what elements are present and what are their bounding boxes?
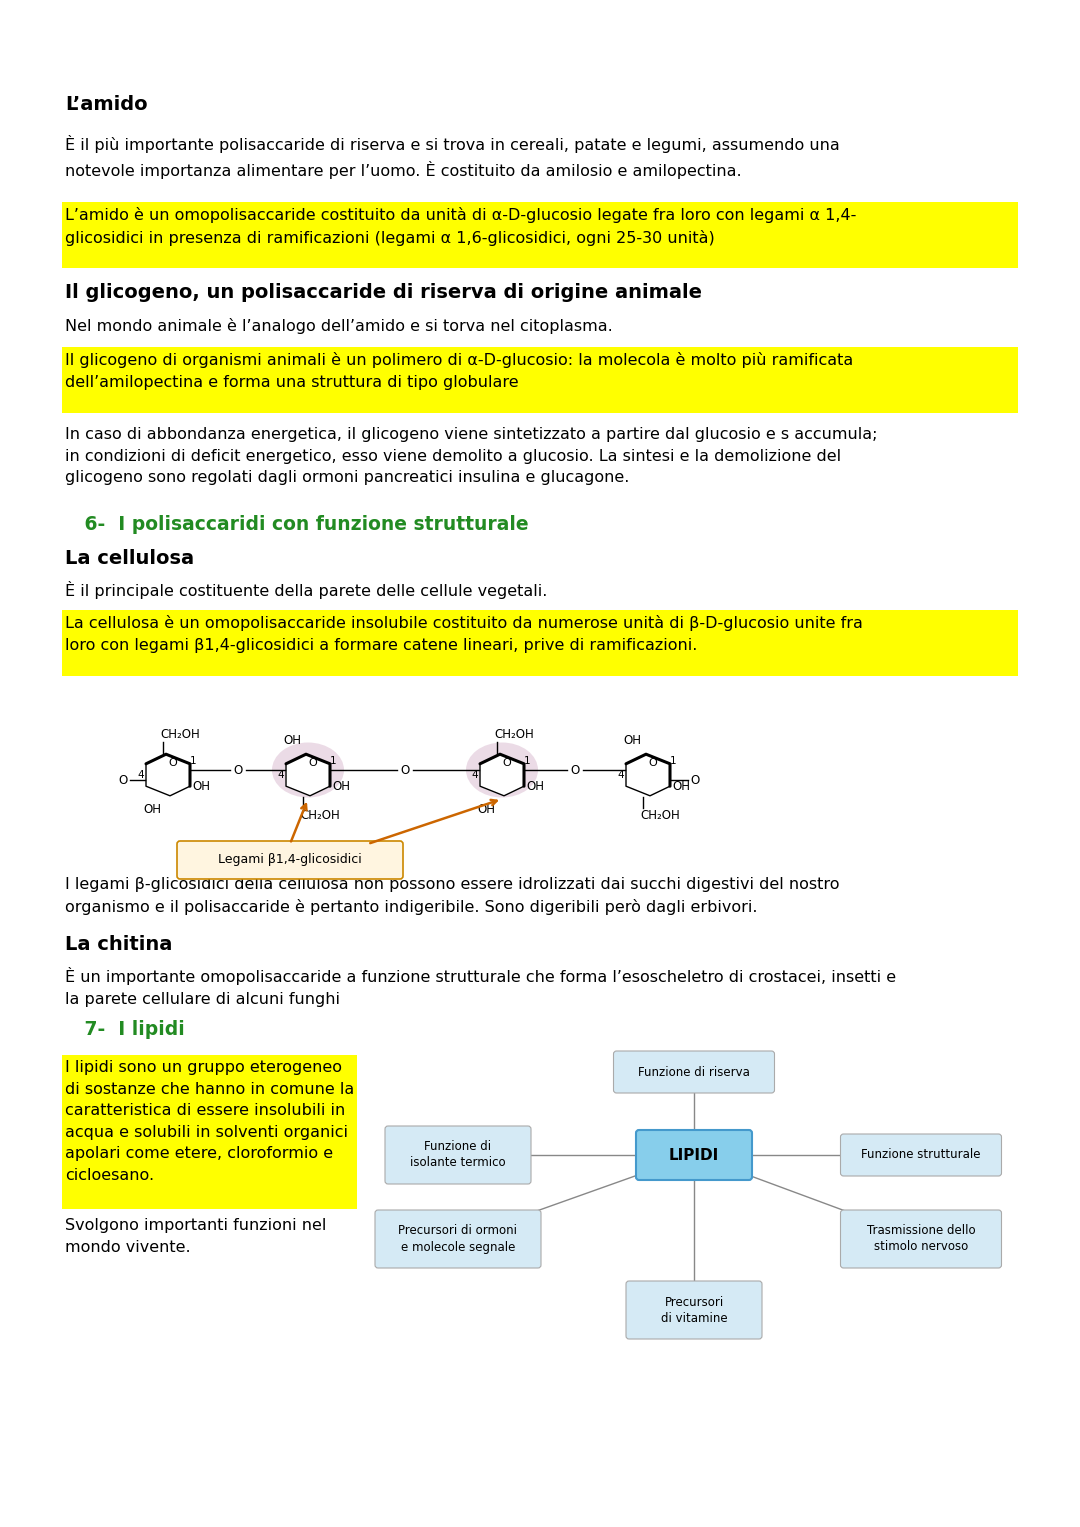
Text: Trasmissione dello
stimolo nervoso: Trasmissione dello stimolo nervoso [866, 1225, 975, 1254]
Text: O: O [309, 757, 318, 768]
Text: Funzione strutturale: Funzione strutturale [861, 1148, 981, 1162]
Text: CH₂OH: CH₂OH [160, 728, 200, 741]
Text: OH: OH [283, 734, 301, 747]
Text: 7-  I lipidi: 7- I lipidi [65, 1020, 185, 1038]
Polygon shape [626, 754, 670, 796]
FancyBboxPatch shape [636, 1130, 752, 1180]
Text: Legami β1,4-glicosidici: Legami β1,4-glicosidici [218, 854, 362, 866]
Text: Il glicogeno, un polisaccaride di riserva di origine animale: Il glicogeno, un polisaccaride di riserv… [65, 282, 702, 302]
Text: La cellulosa è un omopolisaccaride insolubile costituito da numerose unità di β-: La cellulosa è un omopolisaccaride insol… [65, 615, 863, 652]
Polygon shape [286, 754, 330, 796]
Text: OH: OH [672, 780, 690, 793]
Text: Precursori
di vitamine: Precursori di vitamine [661, 1295, 727, 1324]
Text: OH: OH [143, 803, 161, 815]
FancyBboxPatch shape [177, 841, 403, 880]
Text: CH₂OH: CH₂OH [300, 809, 340, 822]
Text: Funzione di riserva: Funzione di riserva [638, 1066, 750, 1078]
FancyBboxPatch shape [840, 1135, 1001, 1176]
Text: 1: 1 [670, 756, 677, 767]
Text: È un importante omopolisaccaride a funzione strutturale che forma l’esoscheletro: È un importante omopolisaccaride a funzi… [65, 967, 896, 1006]
Text: OH: OH [623, 734, 642, 747]
Text: 4: 4 [278, 770, 284, 780]
Text: I legami β-glicosidici della cellulosa non possono essere idrolizzati dai succhi: I legami β-glicosidici della cellulosa n… [65, 876, 839, 915]
Text: 4: 4 [618, 770, 624, 780]
Text: O: O [119, 774, 129, 786]
Ellipse shape [465, 742, 538, 797]
Ellipse shape [272, 742, 345, 797]
Text: Precursori di ormoni
e molecole segnale: Precursori di ormoni e molecole segnale [399, 1225, 517, 1254]
Text: O: O [502, 757, 511, 768]
Text: 4: 4 [471, 770, 478, 780]
Text: Svolgono importanti funzioni nel
mondo vivente.: Svolgono importanti funzioni nel mondo v… [65, 1219, 326, 1255]
Text: L’amido: L’amido [65, 95, 148, 115]
Text: 4: 4 [137, 770, 144, 780]
FancyBboxPatch shape [384, 1125, 531, 1183]
Text: In caso di abbondanza energetica, il glicogeno viene sintetizzato a partire dal : In caso di abbondanza energetica, il gli… [65, 428, 877, 486]
Text: Il glicogeno di organismi animali è un polimero di α-D-glucosio: la molecola è m: Il glicogeno di organismi animali è un p… [65, 353, 853, 389]
Text: 6-  I polisaccaridi con funzione strutturale: 6- I polisaccaridi con funzione struttur… [65, 515, 528, 534]
Polygon shape [146, 754, 190, 796]
Text: Nel mondo animale è l’analogo dell’amido e si torva nel citoplasma.: Nel mondo animale è l’analogo dell’amido… [65, 318, 612, 334]
Text: O: O [690, 774, 699, 786]
FancyBboxPatch shape [626, 1281, 762, 1339]
Text: La cellulosa: La cellulosa [65, 550, 194, 568]
Text: 1: 1 [330, 756, 337, 767]
Text: OH: OH [477, 803, 495, 815]
Text: CH₂OH: CH₂OH [640, 809, 679, 822]
Text: O: O [570, 764, 580, 777]
Text: O: O [233, 764, 243, 777]
Text: OH: OH [332, 780, 350, 793]
Text: È il più importante polisaccaride di riserva e si trova in cereali, patate e leg: È il più importante polisaccaride di ris… [65, 134, 840, 179]
FancyBboxPatch shape [62, 609, 1018, 676]
FancyBboxPatch shape [375, 1209, 541, 1267]
Text: CH₂OH: CH₂OH [494, 728, 534, 741]
Text: La chitina: La chitina [65, 935, 173, 954]
FancyBboxPatch shape [62, 1055, 357, 1209]
FancyBboxPatch shape [840, 1209, 1001, 1267]
Text: OH: OH [526, 780, 544, 793]
Polygon shape [480, 754, 524, 796]
FancyBboxPatch shape [62, 202, 1018, 269]
Text: OH: OH [192, 780, 210, 793]
FancyBboxPatch shape [613, 1051, 774, 1093]
Text: I lipidi sono un gruppo eterogeneo
di sostanze che hanno in comune la
caratteris: I lipidi sono un gruppo eterogeneo di so… [65, 1060, 354, 1183]
Text: Funzione di
isolante termico: Funzione di isolante termico [410, 1141, 505, 1170]
Text: O: O [649, 757, 658, 768]
Text: O: O [168, 757, 177, 768]
FancyBboxPatch shape [62, 347, 1018, 412]
Text: L’amido è un omopolisaccaride costituito da unità di α-D-glucosio legate fra lor: L’amido è un omopolisaccaride costituito… [65, 208, 856, 246]
Text: 1: 1 [524, 756, 530, 767]
Text: 1: 1 [190, 756, 197, 767]
Text: O: O [401, 764, 409, 777]
Text: È il principale costituente della parete delle cellule vegetali.: È il principale costituente della parete… [65, 580, 548, 599]
Text: LIPIDI: LIPIDI [669, 1147, 719, 1162]
